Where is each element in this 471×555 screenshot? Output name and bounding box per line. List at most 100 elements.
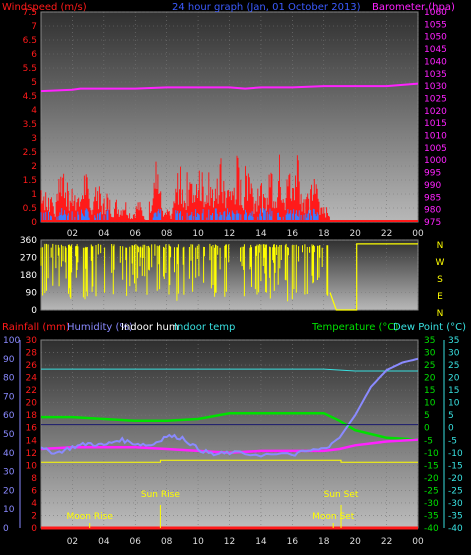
- barometer-tick-label: 1055: [424, 20, 447, 30]
- windspeed-tick-label: 1: [31, 190, 37, 200]
- x-tick-label: 18: [318, 229, 330, 239]
- rain-tick-label: 26: [26, 361, 38, 371]
- temp-tick-label: -10: [424, 449, 439, 459]
- rain-tick-label: 8: [31, 474, 37, 484]
- x-tick-label: 20: [349, 229, 361, 239]
- barometer-tick-label: 1005: [424, 144, 447, 154]
- dewpoint-tick-label: 0: [448, 424, 454, 434]
- temp-tick-label: -25: [424, 486, 439, 496]
- dewpoint-tick-label: -40: [448, 524, 463, 534]
- windspeed-legend: Windspeed (m/s): [2, 2, 87, 13]
- temp-tick-label: 25: [424, 361, 435, 371]
- humidity-legend: Humidity (%): [67, 322, 133, 333]
- temp-tick-label: 35: [424, 336, 435, 346]
- x-tick-label: 00: [412, 537, 424, 547]
- humidity-series: [40, 357, 419, 458]
- indoor-hum-legend: Indoor hum: [121, 322, 179, 333]
- windspeed-tick-label: 3: [31, 134, 37, 144]
- rain-tick-label: 6: [31, 486, 37, 496]
- indoor-temp-legend: Indoor temp: [174, 322, 235, 333]
- temp-tick-label: 30: [424, 349, 436, 359]
- indoor-temp-series: [41, 368, 418, 372]
- dewpoint-tick-label: -10: [448, 449, 463, 459]
- x-tick-label: 10: [192, 229, 204, 239]
- windspeed-tick-label: 5.5: [23, 64, 37, 74]
- humidity-tick-label: 80: [3, 374, 15, 384]
- humidity-tick-label: 10: [3, 505, 15, 515]
- temp-tick-label: -15: [424, 461, 439, 471]
- rain-tick-label: 14: [26, 436, 38, 446]
- x-tick-label: 16: [287, 537, 299, 547]
- x-tick-label: 14: [255, 229, 267, 239]
- barometer-tick-label: 1010: [424, 132, 447, 142]
- dewpoint-legend: Dew Point (°C): [393, 322, 466, 333]
- rain-tick-label: 10: [26, 461, 38, 471]
- windspeed-tick-label: 0: [31, 218, 37, 228]
- x-tick-label: 22: [381, 229, 392, 239]
- dewpoint-tick-label: -5: [448, 436, 457, 446]
- temp-tick-label: -20: [424, 474, 439, 484]
- barometer-series: [40, 82, 419, 93]
- dewpoint-tick-label: -30: [448, 499, 463, 509]
- compass-label: N: [437, 309, 444, 319]
- x-tick-label: 06: [130, 229, 142, 239]
- x-tick-label: 02: [67, 229, 78, 239]
- rain-tick-label: 28: [26, 349, 38, 359]
- x-tick-label: 00: [412, 229, 424, 239]
- rain-tick-label: 30: [26, 336, 38, 346]
- compass-label: W: [436, 258, 445, 268]
- dewpoint-tick-label: 10: [448, 399, 460, 409]
- windspeed-tick-label: 6: [31, 50, 37, 60]
- rain-tick-label: 16: [26, 424, 38, 434]
- humidity-tick-label: 100: [3, 336, 20, 346]
- temp-tick-label: 20: [424, 374, 436, 384]
- x-tick-label: 12: [224, 229, 235, 239]
- x-tick-label: 06: [130, 537, 142, 547]
- dewpoint-tick-label: -25: [448, 486, 463, 496]
- direction-tick-label: 0: [31, 306, 37, 316]
- event-label: Sun Rise: [141, 490, 180, 500]
- compass-label: N: [437, 241, 444, 251]
- x-tick-label: 16: [287, 229, 299, 239]
- rain-tick-label: 20: [26, 399, 38, 409]
- temp-tick-label: -35: [424, 511, 439, 521]
- temp-tick-label: 5: [424, 411, 430, 421]
- dewpoint-tick-label: 35: [448, 336, 459, 346]
- windspeed-avg-series: [40, 208, 319, 222]
- compass-label: E: [437, 292, 443, 302]
- barometer-tick-label: 1050: [424, 33, 447, 43]
- barometer-tick-label: 1035: [424, 70, 447, 80]
- rain-tick-label: 12: [26, 449, 37, 459]
- barometer-tick-label: 1045: [424, 45, 447, 55]
- temp-tick-label: -30: [424, 499, 439, 509]
- humidity-tick-label: 20: [3, 486, 15, 496]
- dewpoint-tick-label: -35: [448, 511, 463, 521]
- dewpoint-tick-label: 30: [448, 349, 460, 359]
- x-tick-label: 04: [98, 229, 110, 239]
- direction-tick-label: 180: [20, 271, 37, 281]
- x-tick-label: 18: [318, 537, 330, 547]
- temp-tick-label: -5: [424, 436, 433, 446]
- barometer-tick-label: 1040: [424, 57, 447, 67]
- chart-title: 24 hour graph (Jan, 01 October 2013): [172, 2, 361, 13]
- humidity-tick-label: 40: [3, 449, 15, 459]
- dew-point-c-series: [40, 438, 419, 455]
- rain-tick-label: 0: [31, 524, 37, 534]
- temp-tick-label: 15: [424, 386, 435, 396]
- windspeed-tick-label: 0.5: [23, 204, 37, 214]
- rain-tick-label: 4: [31, 499, 37, 509]
- barometer-tick-label: 990: [424, 181, 441, 191]
- temp-tick-label: 10: [424, 399, 436, 409]
- barometer-tick-label: 985: [424, 193, 441, 203]
- humidity-tick-label: 60: [3, 411, 15, 421]
- dewpoint-tick-label: 15: [448, 386, 459, 396]
- windspeed-tick-label: 4: [31, 106, 37, 116]
- event-label: Sun Set: [324, 490, 359, 500]
- temp-tick-label: 0: [424, 424, 430, 434]
- dewpoint-tick-label: 20: [448, 374, 460, 384]
- event-label: Moon Rise: [67, 512, 114, 522]
- barometer-tick-label: 1020: [424, 107, 447, 117]
- windspeed-tick-label: 3.5: [23, 120, 37, 130]
- barometer-tick-label: 1060: [424, 8, 447, 18]
- barometer-tick-label: 1015: [424, 119, 447, 129]
